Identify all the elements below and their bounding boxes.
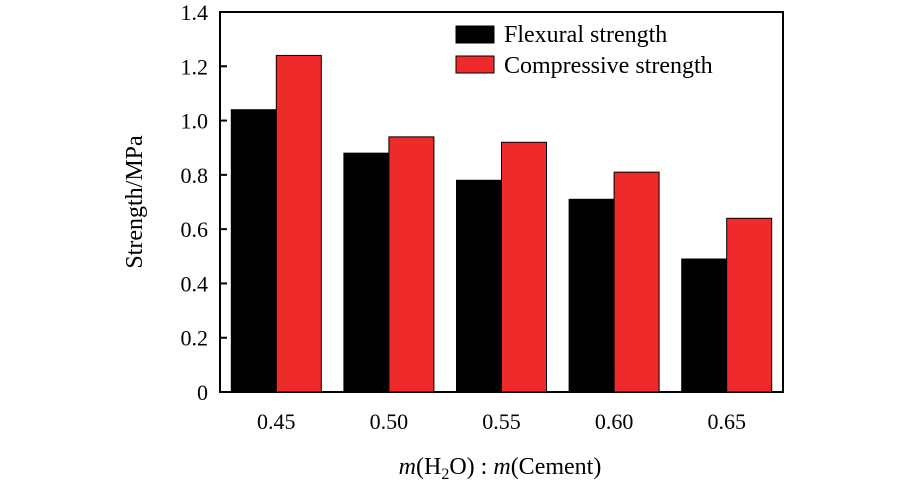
bar-flexural-0.65: [681, 258, 728, 393]
y-axis-ticks: 0 0.2 0.4 0.6 0.8 1.0 1.2 1.4: [181, 0, 227, 405]
y-tick-label: 0.4: [181, 271, 209, 296]
legend-swatch-flexural: [455, 25, 495, 44]
x-tick-label: 0.60: [595, 409, 634, 434]
y-tick-label: 0.2: [181, 326, 209, 351]
y-tick-label: 0: [197, 380, 208, 405]
bar-flexural-0.45: [230, 109, 277, 393]
x-axis-title: m(H2O) : m(Cement): [399, 454, 602, 483]
legend-label-compressive: Compressive strength: [504, 53, 713, 79]
y-tick-label: 0.8: [181, 163, 209, 188]
x-axis-title-close: O): [449, 454, 474, 480]
x-axis-title-colon: :: [475, 454, 494, 480]
legend-label-flexural: Flexural strength: [504, 22, 667, 48]
legend-swatch-compressive: [455, 55, 495, 74]
x-tick-label: 0.50: [370, 409, 409, 434]
bar-compressive-0.65: [726, 217, 773, 393]
x-tick-label: 0.45: [257, 409, 296, 434]
bar-compressive-0.55: [501, 141, 547, 393]
x-tick-label: 0.65: [707, 409, 746, 434]
x-axis-title-cement: (Cement): [511, 454, 602, 480]
y-tick-label: 1.2: [181, 54, 209, 79]
bar-flexural-0.55: [456, 179, 502, 393]
bars-group: [230, 54, 773, 393]
y-tick-label: 0.6: [181, 217, 209, 242]
bar-compressive-0.60: [613, 171, 660, 393]
legend: Flexural strength Compressive strength: [455, 22, 713, 79]
x-axis-title-subscript: 2: [441, 466, 449, 483]
bar-compressive-0.45: [275, 54, 322, 393]
y-axis-title: Strength/MPa: [122, 135, 148, 269]
x-axis-ticks: 0.45 0.50 0.55 0.60 0.65: [257, 409, 746, 434]
bar-flexural-0.50: [343, 152, 390, 393]
bar-flexural-0.60: [568, 198, 615, 393]
x-axis-title-open: (H: [416, 454, 441, 480]
x-axis-title-m2: m: [493, 454, 510, 480]
y-tick-label: 1.4: [181, 0, 209, 25]
y-tick-label: 1.0: [181, 109, 209, 134]
x-axis-title-m1: m: [399, 454, 416, 480]
bar-compressive-0.50: [388, 136, 435, 393]
x-tick-label: 0.55: [482, 409, 521, 434]
